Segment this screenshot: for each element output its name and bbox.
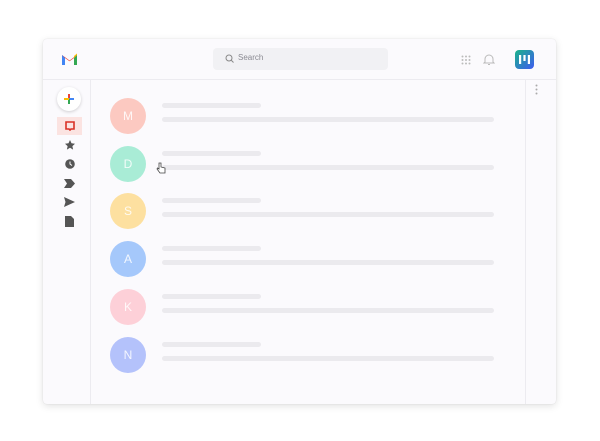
bell-icon[interactable] — [483, 53, 495, 66]
subject-placeholder — [162, 260, 494, 265]
gmail-logo[interactable] — [61, 52, 78, 65]
sidebar-item-important[interactable] — [57, 174, 82, 192]
apps-grid-icon[interactable] — [461, 55, 471, 65]
sidebar — [43, 80, 91, 404]
send-icon — [64, 197, 75, 207]
search-icon — [225, 54, 234, 63]
avatar: S — [110, 193, 146, 229]
mail-window: Search — [43, 39, 556, 404]
brand-app-icon[interactable] — [515, 50, 534, 69]
subject-placeholder — [162, 165, 494, 170]
plus-icon — [64, 94, 74, 104]
sender-placeholder — [162, 342, 261, 347]
email-row[interactable]: S — [110, 193, 510, 229]
clock-icon — [64, 159, 75, 169]
avatar: K — [110, 289, 146, 325]
sidebar-item-snoozed[interactable] — [57, 155, 82, 173]
email-row[interactable]: D — [110, 146, 510, 182]
avatar-initial: S — [123, 204, 132, 218]
email-row[interactable]: M — [110, 98, 510, 134]
star-icon — [64, 140, 75, 150]
label-icon — [64, 178, 75, 188]
header: Search — [43, 39, 556, 80]
sidebar-item-inbox[interactable] — [57, 117, 82, 135]
search-input[interactable]: Search — [213, 48, 388, 70]
avatar: M — [110, 98, 146, 134]
sidebar-item-starred[interactable] — [57, 136, 82, 154]
search-placeholder: Search — [238, 53, 264, 62]
email-row[interactable]: N — [110, 337, 510, 373]
sender-placeholder — [162, 294, 261, 299]
file-icon — [65, 215, 74, 227]
more-vertical-icon[interactable] — [535, 84, 538, 95]
avatar-initial: K — [123, 300, 132, 314]
subject-placeholder — [162, 308, 494, 313]
avatar-initial: D — [123, 157, 133, 171]
email-row[interactable]: A — [110, 241, 510, 277]
sidebar-item-sent[interactable] — [57, 193, 82, 211]
avatar: A — [110, 241, 146, 277]
avatar-initial: M — [123, 109, 133, 123]
compose-button[interactable] — [57, 87, 81, 111]
hand-cursor-icon — [156, 162, 166, 174]
sender-placeholder — [162, 198, 261, 203]
right-rail-divider — [525, 80, 526, 404]
avatar-initial: N — [123, 348, 133, 362]
avatar: D — [110, 146, 146, 182]
avatar: N — [110, 337, 146, 373]
inbox-icon — [64, 121, 75, 131]
sender-placeholder — [162, 246, 261, 251]
subject-placeholder — [162, 212, 494, 217]
sidebar-item-drafts[interactable] — [57, 212, 82, 230]
subject-placeholder — [162, 356, 494, 361]
sender-placeholder — [162, 151, 261, 156]
subject-placeholder — [162, 117, 494, 122]
sender-placeholder — [162, 103, 261, 108]
email-row[interactable]: K — [110, 289, 510, 325]
avatar-initial: A — [123, 252, 132, 266]
